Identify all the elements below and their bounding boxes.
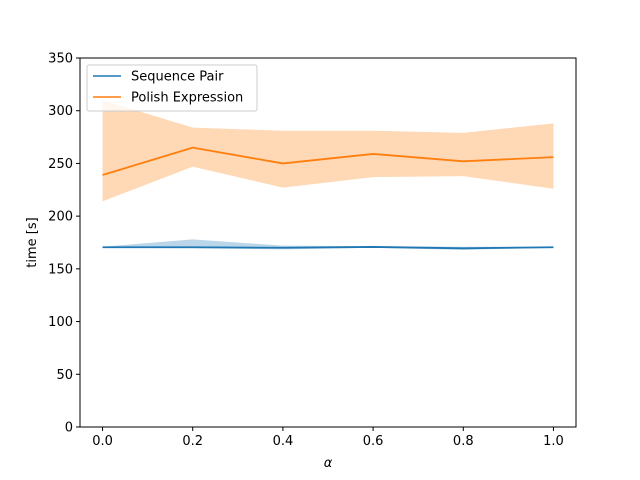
y-tick-label: 100	[48, 315, 73, 330]
legend-label-polish-expression: Polish Expression	[131, 91, 243, 106]
y-tick-label: 150	[48, 262, 73, 277]
x-tick-label: 0.0	[92, 434, 113, 449]
x-tick-label: 0.6	[363, 434, 384, 449]
x-tick-label: 1.0	[543, 434, 564, 449]
confidence-bands	[102, 100, 554, 250]
line-polish-expression	[102, 146, 554, 176]
y-tick-label: 0	[65, 421, 73, 436]
x-tick-label: 0.4	[273, 434, 294, 449]
x-axis-ticks: 0.0 0.2 0.4 0.6 0.8 1.0	[92, 427, 564, 449]
series-lines	[102, 146, 554, 250]
x-tick-label: 0.2	[182, 434, 203, 449]
y-tick-label: 50	[56, 368, 73, 383]
plot-area-frame	[79, 57, 577, 428]
y-tick-label: 350	[48, 52, 73, 67]
legend-label-sequence-pair: Sequence Pair	[131, 70, 224, 85]
y-tick-label: 300	[48, 104, 73, 119]
y-tick-label: 250	[48, 157, 73, 172]
legend-box	[86, 64, 258, 112]
legend: Sequence Pair Polish Expression	[86, 64, 258, 112]
x-tick-label: 0.8	[453, 434, 474, 449]
y-axis-ticks: 0 50 100 150 200 250 300 350	[48, 52, 80, 436]
band-polish-expression	[102, 100, 554, 202]
line-sequence-pair	[102, 246, 554, 250]
x-axis-label: α	[324, 456, 333, 471]
y-axis-label: time [s]	[25, 217, 40, 267]
y-tick-label: 200	[48, 210, 73, 225]
